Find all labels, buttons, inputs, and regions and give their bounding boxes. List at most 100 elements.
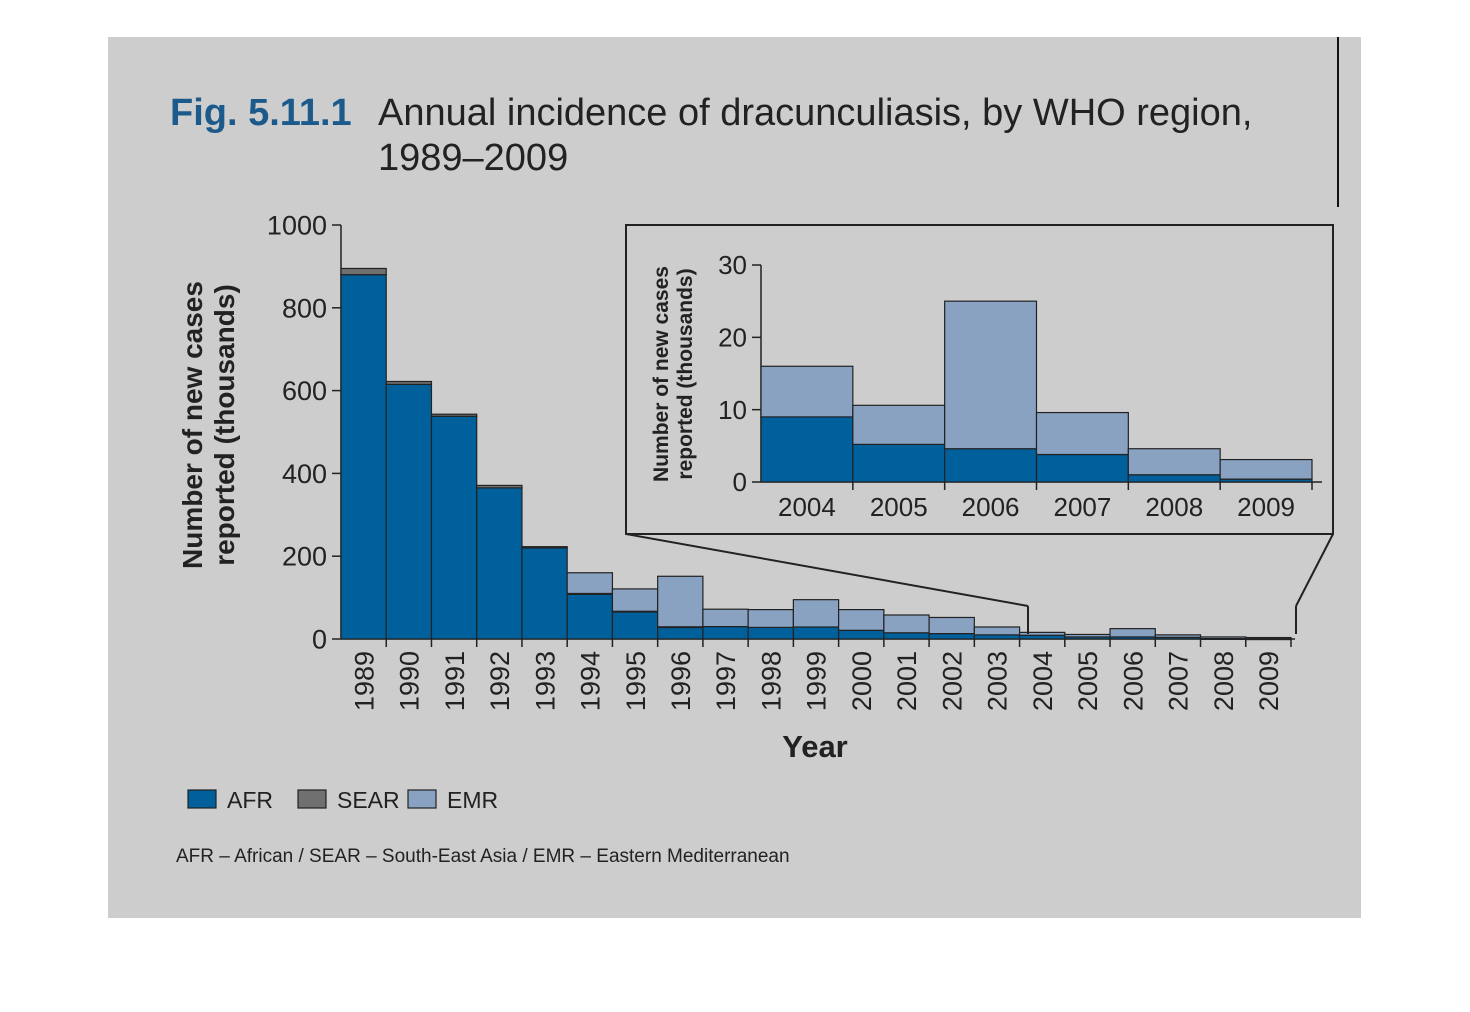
main-xtick-label: 2005 [1073,651,1103,711]
main-bar-afr-1991 [430,415,478,640]
main-xtick-label: 2008 [1209,651,1239,711]
main-ylabel-line2: reported (thousands) [209,284,240,566]
main-xtick-label: 2000 [847,651,877,711]
main-bar-emr-2002 [928,616,975,635]
inset-chart-ticks: 0 10 20 30 2004 2005 2006 2007 2008 2009 [718,250,1313,522]
inset-xtick-label: 2007 [1053,492,1111,522]
inset-ylabel-line1: Number of new cases [650,266,673,482]
main-bar-afr-1998 [747,626,794,640]
inset-bar-afr-2006 [944,448,1038,483]
main-xtick-label: 2007 [1164,651,1194,711]
inset-ytick-label: 10 [718,395,747,425]
figure-title-line2: 1989–2009 [378,137,568,179]
main-bar-sear-1991 [430,413,478,417]
inset-bar-emr-2006 [944,300,1038,450]
main-xtick-label: 1992 [485,651,515,711]
main-xlabel: Year [782,729,848,764]
figure-title-line1: Annual incidence of dracunculiasis, by W… [378,92,1252,134]
main-ytick-label: 200 [282,542,327,572]
inset-xtick-label: 2004 [778,492,836,522]
main-bar-emr-2005 [1064,633,1111,638]
main-bar-afr-1993 [521,547,568,640]
legend-label-emr: EMR [447,787,498,813]
main-ytick-label: 400 [282,459,327,489]
inset-bar-afr-2004 [760,416,854,483]
main-xtick-label: 1990 [395,651,425,711]
legend-swatch-sear [297,789,327,809]
main-xtick-label: 1991 [440,651,470,711]
main-bar-emr-2001 [883,614,930,634]
inset-xtick-label: 2006 [962,492,1020,522]
main-xtick-label: 1998 [756,651,786,711]
legend-label-sear: SEAR [337,787,400,813]
main-ytick-label: 1000 [267,210,327,240]
main-xtick-label: 2006 [1118,651,1148,711]
main-bar-afr-2000 [838,629,885,640]
inset-xtick-label: 2008 [1145,492,1203,522]
inset-xtick-label: 2005 [870,492,928,522]
inset-bar-emr-2007 [1035,411,1129,456]
main-bar-sear-1993 [521,546,568,549]
main-xtick-label: 2001 [892,651,922,711]
main-bar-afr-2003 [973,634,1021,640]
main-xtick-label: 1993 [530,651,560,711]
main-bar-sear-1989 [340,267,387,276]
main-bar-emr-1996 [657,575,704,628]
main-bar-afr-2001 [883,632,930,640]
legend-swatch-emr [407,789,437,809]
inset-bar-afr-2005 [852,443,946,483]
figure-label: Fig. 5.11.1 [170,92,352,134]
main-bar-afr-1992 [476,487,523,640]
inset-xtick-label: 2009 [1237,492,1295,522]
main-bar-afr-1989 [340,274,387,640]
footnote: AFR – African / SEAR – South-East Asia /… [176,846,790,867]
main-bar-afr-1999 [792,626,840,640]
main-bar-afr-2002 [928,633,975,640]
inset-bar-afr-2007 [1035,453,1129,483]
main-bar-afr-1994 [566,593,614,640]
main-bar-emr-2000 [838,609,885,631]
main-xtick-label: 1997 [711,651,741,711]
main-chart-bars [340,267,1292,641]
main-xtick-label: 1989 [349,651,379,711]
main-ytick-label: 800 [282,293,327,323]
main-bar-afr-1995 [611,611,659,640]
inset-bar-emr-2005 [852,404,946,445]
main-ylabel: Number of new cases reported (thousands) [177,281,240,569]
inset-connector-right [1295,533,1334,607]
main-bar-emr-1997 [702,608,749,628]
main-xtick-label: 2003 [983,651,1013,711]
main-xtick-label: 1996 [666,651,696,711]
main-bar-emr-2006 [1109,628,1156,638]
main-bar-afr-1997 [702,625,749,640]
main-bar-emr-2003 [973,626,1021,636]
main-ytick-label: 0 [312,624,327,654]
legend-swatch-afr [187,789,217,809]
main-bar-afr-1990 [385,383,433,640]
main-bar-emr-1999 [792,599,840,628]
main-bar-emr-1994 [566,572,614,595]
main-bar-emr-2009 [1245,636,1292,640]
inset-bar-emr-2008 [1127,448,1221,476]
main-xtick-label: 1994 [576,651,606,711]
main-bar-emr-1995 [611,588,659,612]
inset-ylabel: Number of new cases reported (thousands) [650,266,697,482]
legend-label-afr: AFR [227,787,273,813]
inset-connector-left [625,533,1029,607]
main-xtick-label: 1995 [621,651,651,711]
main-xtick-label: 2004 [1028,651,1058,711]
main-bar-emr-2004 [1018,631,1066,636]
inset-chart-bars [760,300,1313,483]
inset-ytick-label: 20 [718,322,747,352]
legend: AFR SEAR EMR [187,787,498,813]
main-xtick-label: 2002 [937,651,967,711]
inset-ytick-label: 30 [718,250,747,280]
main-bar-emr-2007 [1154,634,1202,638]
inset-bar-emr-2004 [760,365,854,418]
main-ylabel-line1: Number of new cases [177,281,208,569]
inset-bar-emr-2009 [1219,458,1313,480]
main-bar-emr-1998 [747,609,794,629]
main-xtick-label: 1999 [802,651,832,711]
main-bar-afr-1996 [657,626,704,640]
